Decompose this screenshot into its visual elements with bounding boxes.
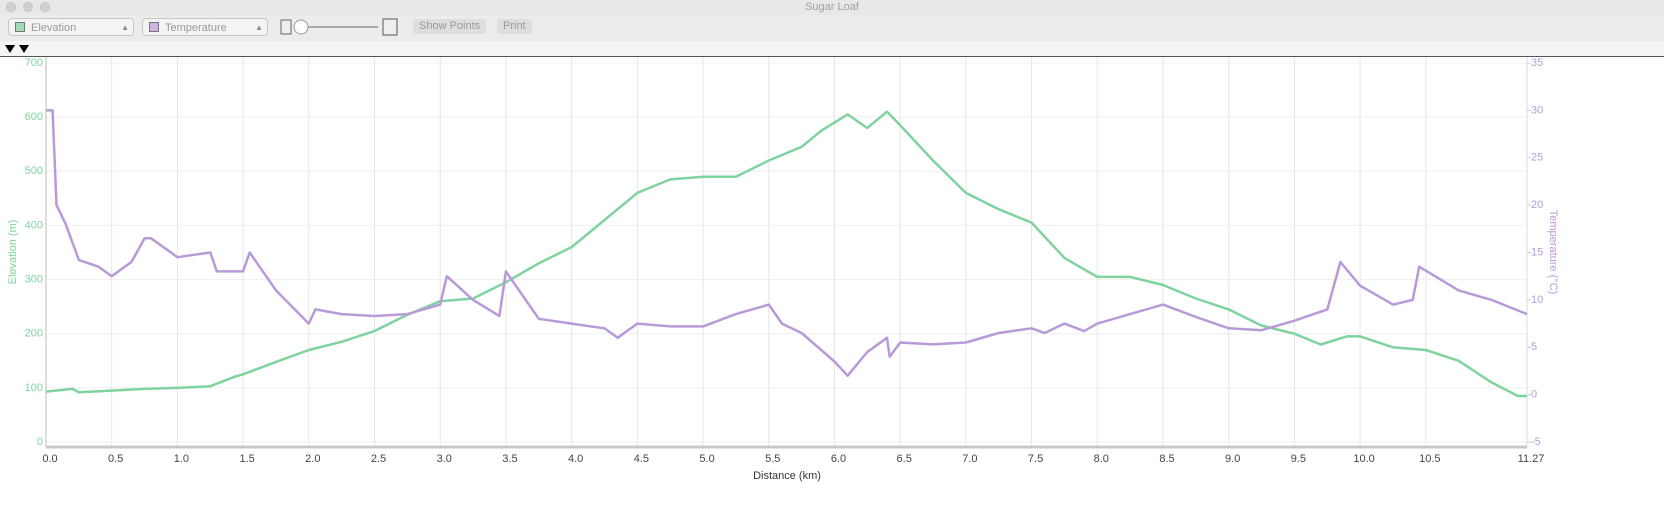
y2-tick-label: -5 [1531,436,1541,448]
select-arrow: ▲ [121,23,129,32]
y-tick-label: 500 [25,165,43,177]
y2-tick-label: 5 [1531,341,1537,353]
y-tick-label: 300 [25,273,43,285]
y-axis-label: Elevation (m) [7,220,19,285]
x-tick-label: 8.0 [1094,453,1109,465]
range-marker[interactable] [5,45,15,53]
y2-axis-label: Temperature (°C) [1547,210,1559,294]
y-tick-label: 200 [25,328,43,340]
y-tick-label: 100 [25,382,43,394]
print-button[interactable]: Print [497,19,532,34]
x-tick-label: 5.0 [699,453,714,465]
y2-tick-label: 25 [1531,152,1543,164]
minimize-button[interactable] [23,2,33,12]
x-tick-label: 2.5 [371,453,386,465]
close-button[interactable] [6,2,16,12]
x-tick-label: 8.5 [1159,453,1174,465]
x-tick-label: 7.0 [962,453,977,465]
x-tick-label: 0.0 [42,453,57,465]
left-series-select[interactable]: Elevation ▲ [8,18,134,36]
x-tick-label: 2.0 [305,453,320,465]
x-tick-label: 0.5 [108,453,123,465]
x-tick-label: 7.5 [1028,453,1043,465]
y2-tick-label: 10 [1531,294,1543,306]
series-line [45,110,1527,398]
y2-tick-label: 15 [1531,246,1543,258]
x-tick-label: 9.5 [1291,453,1306,465]
select-label: Elevation [31,22,77,34]
x-tick-label: 4.0 [568,453,583,465]
x-axis-label: Distance (km) [753,470,821,482]
small-icon [280,19,292,35]
zoom-slider[interactable] [278,15,408,41]
right-series-select[interactable]: Temperature ▲ [142,18,268,36]
x-tick-label: 3.0 [437,453,452,465]
x-tick-label: 10.0 [1353,453,1374,465]
y-tick-label: 0 [37,436,43,448]
swatch [15,22,25,32]
show-points-button[interactable]: Show Points [413,19,487,34]
title-bar: Sugar Loaf [0,0,1664,15]
x-tick-label: 3.5 [502,453,517,465]
x-tick-label: 9.0 [1225,453,1240,465]
y-tick-label: 400 [25,219,43,231]
x-tick-label: 11.27 [1518,453,1545,465]
x-tick-label: 6.5 [897,453,912,465]
y2-tick-label: 0 [1531,389,1537,401]
range-marker[interactable] [19,45,29,53]
slider-knob[interactable] [293,19,309,35]
marker-belt [0,41,1664,57]
large-icon [382,18,398,36]
y2-tick-label: 20 [1531,199,1543,211]
y-tick-label: 600 [25,111,43,123]
y2-tick-label: 35 [1531,57,1543,69]
x-tick-label: 1.5 [239,453,254,465]
x-tick-label: 4.5 [634,453,649,465]
x-tick-label: 6.0 [831,453,846,465]
y2-tick-label: 30 [1531,104,1543,116]
window-title: Sugar Loaf [805,1,859,13]
toolbar: Elevation ▲ Temperature ▲ Show Points Pr… [0,15,1664,41]
x-tick-label: 10.5 [1419,453,1440,465]
series-line [46,109,1528,377]
y-tick-label: 700 [25,57,43,69]
select-arrow: ▲ [255,23,263,32]
zoom-button[interactable] [40,2,50,12]
select-label: Temperature [165,22,227,34]
x-tick-label: 1.0 [174,453,189,465]
x-tick-label: 5.5 [765,453,780,465]
swatch [149,22,159,32]
